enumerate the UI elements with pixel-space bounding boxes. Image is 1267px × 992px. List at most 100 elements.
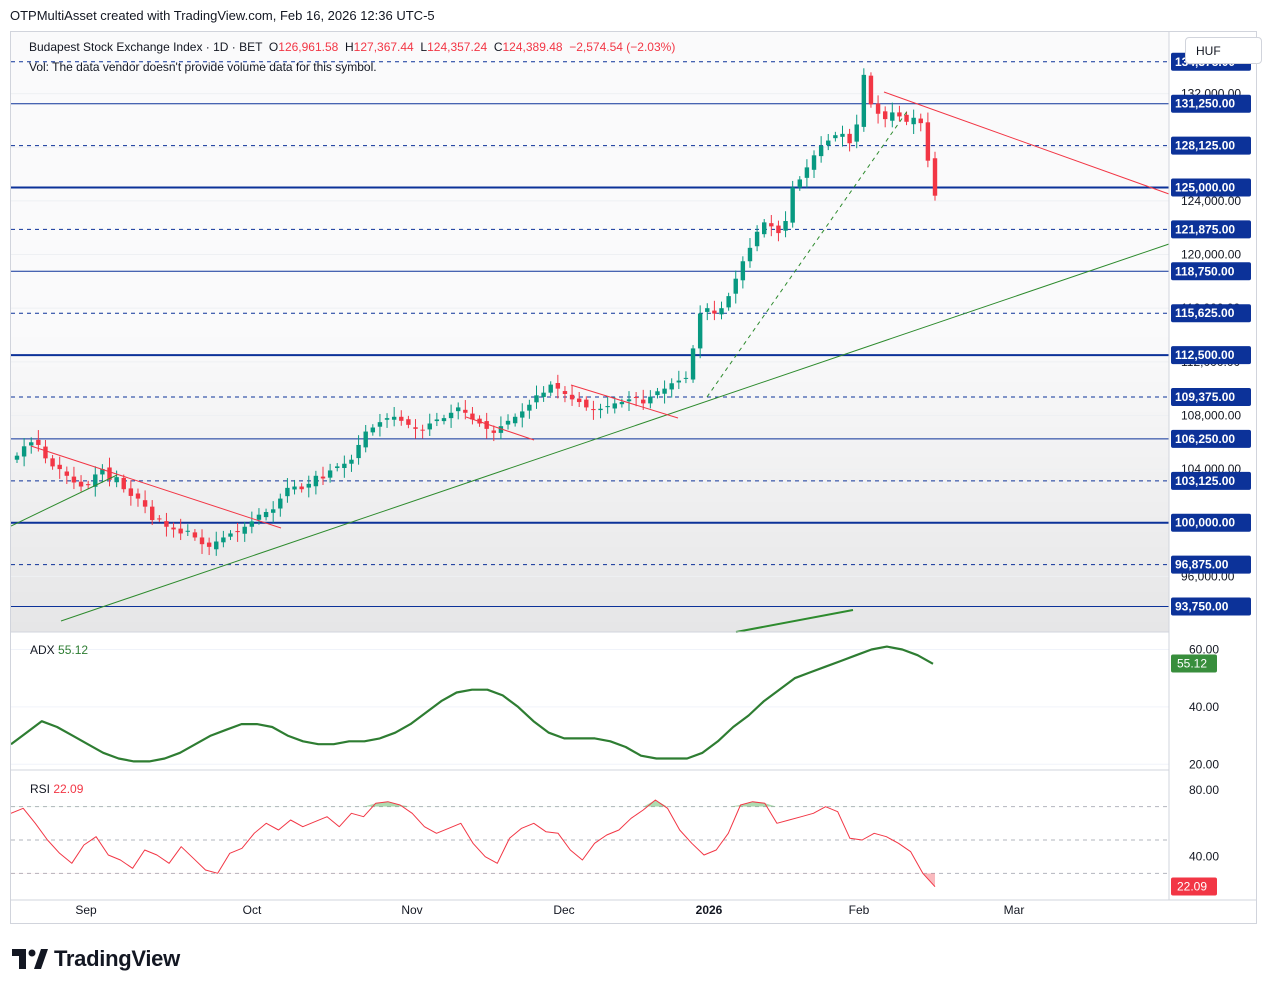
candle-body [413,427,418,429]
candle-body [363,431,368,448]
main-pane-shade [11,487,1169,492]
tradingview-logo[interactable]: TradingView [12,944,180,974]
candle-body [498,426,504,433]
trendline-green-dashed [706,109,909,398]
candle-body [584,399,589,408]
time-tick-label: Nov [401,903,422,917]
candle-body [114,477,119,483]
trendline-red-nov [465,416,535,441]
candle-body [178,528,183,534]
adx-tick-label: 60.00 [1189,642,1219,656]
main-pane-shade [11,362,1169,367]
candle-body [569,394,575,400]
rsi-overbought-fill [11,800,935,807]
trendline-green-long [60,243,1170,622]
candle-body [918,118,923,124]
candle-body [335,466,340,469]
main-pane-shade [11,382,1169,387]
candle-body [370,427,376,433]
main-pane-shade [11,432,1169,437]
main-pane-shade [11,592,1169,597]
currency-label: HUF [1196,43,1221,58]
candle-body [669,383,674,390]
main-pane-shade [11,482,1169,487]
high-value: 127,367.44 [353,40,414,54]
candle-body [93,474,98,487]
candle-body [697,313,703,349]
candle-body [648,396,653,404]
time-tick-label: Feb [849,903,870,917]
main-pane-shade [11,402,1169,407]
main-pane-shade [11,347,1169,352]
level-price-label: 118,750.00 [1175,264,1235,278]
candle-body [520,411,525,418]
candle-body [655,391,660,396]
rsi-line [11,799,936,888]
main-pane-shade [11,452,1169,457]
candle-body [633,396,639,399]
level-price-tag [1171,220,1251,239]
candle-body [868,75,874,105]
main-pane-shade [11,442,1169,447]
main-pane-shade [11,622,1169,627]
adx-legend-value: 55.12 [58,643,89,657]
level-price-label: 131,250.00 [1175,97,1235,111]
adx-tick-label: 40.00 [1189,700,1219,714]
candle-body [818,145,824,157]
time-tick-label: Dec [553,903,574,917]
candle-body [142,500,148,507]
candle-body [811,155,817,170]
chart-canvas[interactable]: 132,000.00128,000.00124,000.00120,000.00… [11,32,1256,923]
candle-body [762,222,767,235]
candle-body [925,122,931,161]
candle-body [71,476,77,483]
adx-line [11,645,934,763]
main-pane-shade [11,517,1169,522]
adx-tick-label: 20.00 [1189,757,1219,771]
candle-body [840,133,845,137]
candle-body [100,469,105,475]
chart-attribution: OTPMultiAsset created with TradingView.c… [10,8,435,23]
level-price-label: 112,500.00 [1175,348,1235,362]
candle-body [491,430,496,433]
currency-selector[interactable]: HUF [1185,37,1262,64]
main-pane-shade [11,342,1169,347]
level-price-label: 128,125.00 [1175,139,1235,153]
candle-body [235,531,240,533]
candle-body [192,532,198,538]
trendline-red-dec [570,384,679,419]
price-tick-label: 108,000.00 [1181,408,1241,422]
chart-frame[interactable]: 132,000.00128,000.00124,000.00120,000.00… [10,31,1262,924]
candle-body [221,537,226,543]
time-tick-label: Oct [243,903,262,917]
main-pane-shade [11,527,1169,532]
main-pane-shade [11,367,1169,372]
candle-body [263,512,269,518]
candle-body [306,483,311,488]
candle-body [57,464,62,470]
candle-body [726,296,731,308]
candle-body [78,481,84,487]
candle-body [214,541,219,550]
candle-body [534,395,539,403]
level-price-tag [1171,513,1251,532]
main-pane-shade [11,447,1169,452]
ohlc-legend: Budapest Stock Exchange Index · 1D · BET… [29,40,676,54]
level-price-label: 115,625.00 [1175,306,1235,320]
main-pane-shade [11,582,1169,587]
candle-body [313,475,319,487]
trendline-green-lower [735,609,854,633]
candle-body [719,308,724,315]
level-price-tag [1171,597,1251,616]
change-value: −2,574.54 (−2.03%) [569,40,676,54]
level-price-tag [1171,346,1251,365]
candle-body [776,225,781,234]
candle-body [427,423,432,430]
main-pane-shade [11,377,1169,382]
candle-body [278,498,283,509]
candle-body [327,470,333,478]
candle-body [128,488,134,496]
time-tick-label: 2026 [696,903,723,917]
candle-body [29,442,34,446]
main-pane-shade [11,512,1169,517]
